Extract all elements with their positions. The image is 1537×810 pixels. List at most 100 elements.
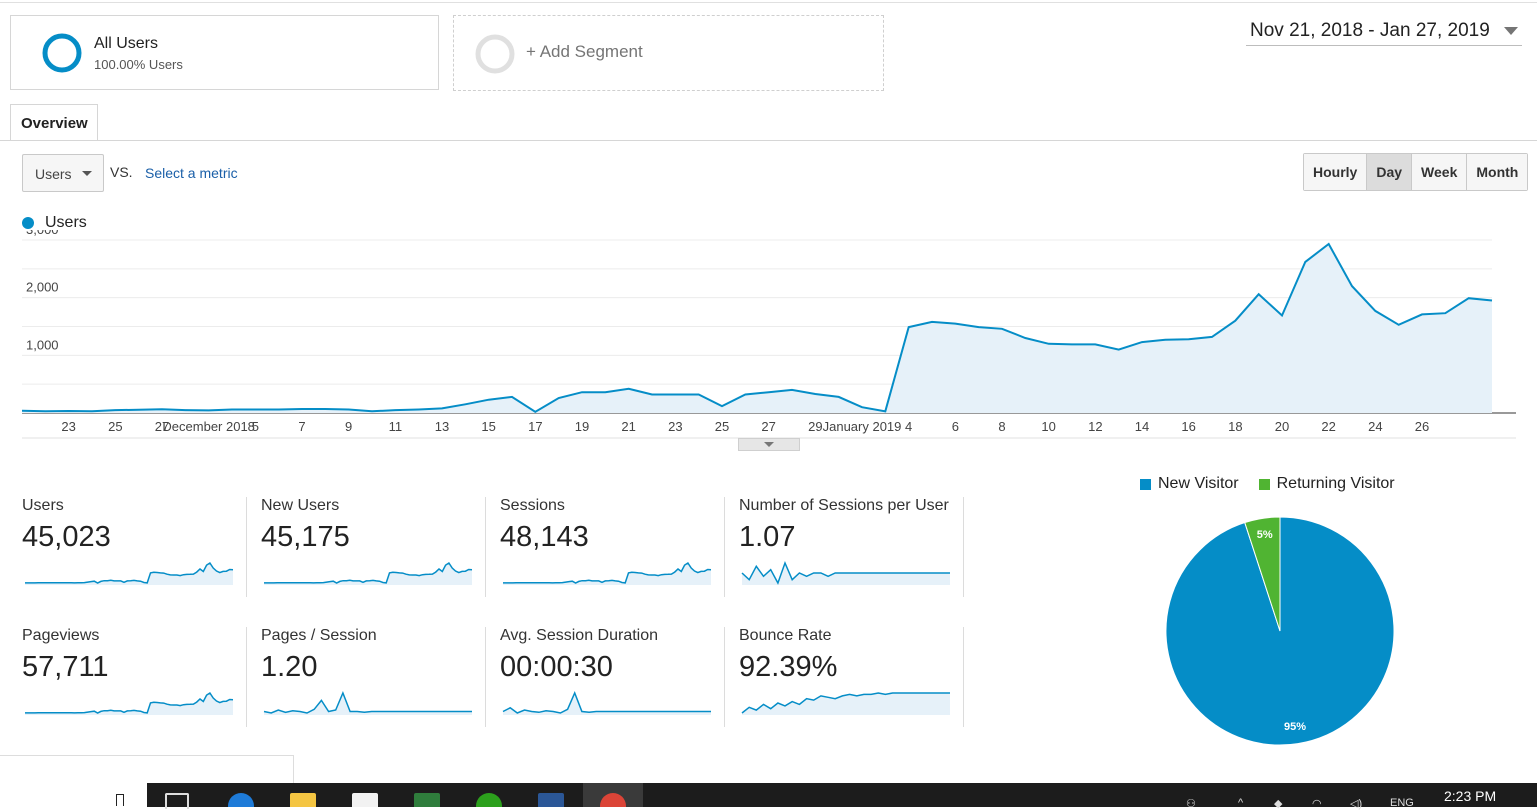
metric-value: 45,175 [261,521,350,553]
metric-card-avg-session-duration[interactable]: Avg. Session Duration 00:00:30 [500,627,739,727]
x-tick-label: 6 [952,419,959,434]
y-tick-label: 2,000 [26,280,59,295]
x-tick-label: 16 [1181,419,1195,434]
x-tick-label: 20 [1275,419,1289,434]
x-tick-label: 26 [1415,419,1429,434]
pie-slice[interactable] [1165,516,1395,746]
volume-icon[interactable]: ◁) [1350,798,1363,810]
segment-all-users[interactable]: All Users 100.00% Users [10,15,439,90]
mail-icon[interactable] [352,793,378,807]
x-tick-label: 19 [575,419,589,434]
card-divider [963,627,964,727]
metric-value: 92.39% [739,651,838,683]
card-divider [246,497,247,597]
card-divider [485,627,486,727]
x-tick-label: 23 [668,419,682,434]
quickbooks-icon[interactable] [476,793,502,807]
card-divider [724,497,725,597]
metric-label: Number of Sessions per User [739,497,949,514]
visitor-pie-chart: 95% 5% [1165,516,1395,746]
pie-slice[interactable] [1244,516,1281,632]
top-border [0,2,1537,3]
y-tick-label: 3,000 [26,230,59,237]
project-icon[interactable] [414,793,440,807]
taskbar-search-area[interactable] [0,783,147,807]
x-tick-label: 12 [1088,419,1102,434]
add-segment-button[interactable]: + Add Segment [453,15,884,91]
metric-card-pageviews[interactable]: Pageviews 57,711 [22,627,261,727]
metric-label: Pageviews [22,627,100,644]
metric-card-pages-per-session[interactable]: Pages / Session 1.20 [261,627,500,727]
metric-label: Avg. Session Duration [500,627,659,644]
granularity-toggle: Hourly Day Week Month [1303,153,1529,191]
chrome-icon[interactable] [600,793,626,807]
month-button[interactable]: Month [1466,154,1528,190]
metric-dropdown-value: Users [35,166,72,182]
search-icon [116,794,124,806]
sparkline [741,692,950,715]
collapse-chart-button[interactable] [738,438,800,451]
segment-subtitle: 100.00% Users [94,57,183,72]
caret-down-icon [764,442,774,447]
x-tick-label: 24 [1368,419,1382,434]
x-tick-label: 25 [715,419,729,434]
word-icon[interactable] [538,793,564,807]
tab-overview[interactable]: Overview [10,104,98,141]
chevron-up-icon[interactable]: ^ [1238,797,1244,809]
card-divider [485,497,486,597]
network-icon[interactable]: ◠ [1312,798,1322,810]
x-tick-label: 17 [528,419,542,434]
x-tick-label: 13 [435,419,449,434]
taskbar-clock[interactable]: 2:23 PM [1444,788,1497,804]
pie-slice-label: 95% [1284,721,1306,733]
pie-slice-label: 5% [1257,529,1273,541]
metric-label: Sessions [500,497,565,514]
tab-overview-label: Overview [21,115,88,132]
metric-card-new-users[interactable]: New Users 45,175 [261,497,500,597]
people-icon[interactable]: ⚇ [1186,798,1196,810]
file-explorer-icon[interactable] [290,793,316,807]
x-tick-label: 10 [1041,419,1055,434]
card-divider [963,497,964,597]
hourly-button[interactable]: Hourly [1304,154,1367,190]
x-tick-label: 4 [905,419,912,434]
segment-ring-icon [42,33,82,73]
users-line [21,242,1493,413]
x-tick-label: 7 [298,419,305,434]
x-tick-label: 9 [345,419,352,434]
x-tick-label: 27 [155,419,169,434]
bottom-panel [0,755,294,785]
task-view-icon[interactable] [165,793,189,809]
language-indicator[interactable]: ENG [1390,797,1414,809]
edge-icon[interactable] [228,793,254,807]
returning-visitor-swatch-icon [1258,478,1270,490]
chevron-down-icon [1504,27,1518,35]
metric-card-sessions-per-user[interactable]: Number of Sessions per User 1.07 [739,497,978,597]
metric-card-bounce-rate[interactable]: Bounce Rate 92.39% [739,627,978,727]
x-tick-label: 11 [389,419,403,434]
card-divider [724,627,725,727]
metric-value: 1.07 [739,521,796,553]
legend-new-visitor-label: New Visitor [1158,475,1239,492]
dropbox-icon[interactable]: ◆ [1274,798,1283,810]
x-tick-label: 29 [808,419,822,434]
legend-new-visitor[interactable]: New Visitor [1140,475,1239,493]
metric-value: 45,023 [22,521,111,553]
week-button[interactable]: Week [1411,154,1467,190]
metric-dropdown[interactable]: Users [22,154,104,192]
date-range-picker[interactable]: Nov 21, 2018 - Jan 27, 2019 [1246,18,1522,46]
select-metric-link[interactable]: Select a metric [145,165,238,181]
metric-label: New Users [261,497,340,514]
metric-card-users[interactable]: Users 45,023 [22,497,261,597]
sparkline [264,561,473,585]
chart-legend-label: Users [45,214,87,231]
sparkline [25,561,234,585]
metric-label: Users [22,497,64,514]
x-tick-label: 15 [481,419,495,434]
legend-returning-visitor[interactable]: Returning Visitor [1258,475,1395,493]
day-button[interactable]: Day [1366,154,1412,190]
new-visitor-swatch-icon [1140,478,1151,490]
metric-card-sessions[interactable]: Sessions 48,143 [500,497,739,597]
sparkline [741,560,950,585]
vs-label: VS. [110,164,133,180]
